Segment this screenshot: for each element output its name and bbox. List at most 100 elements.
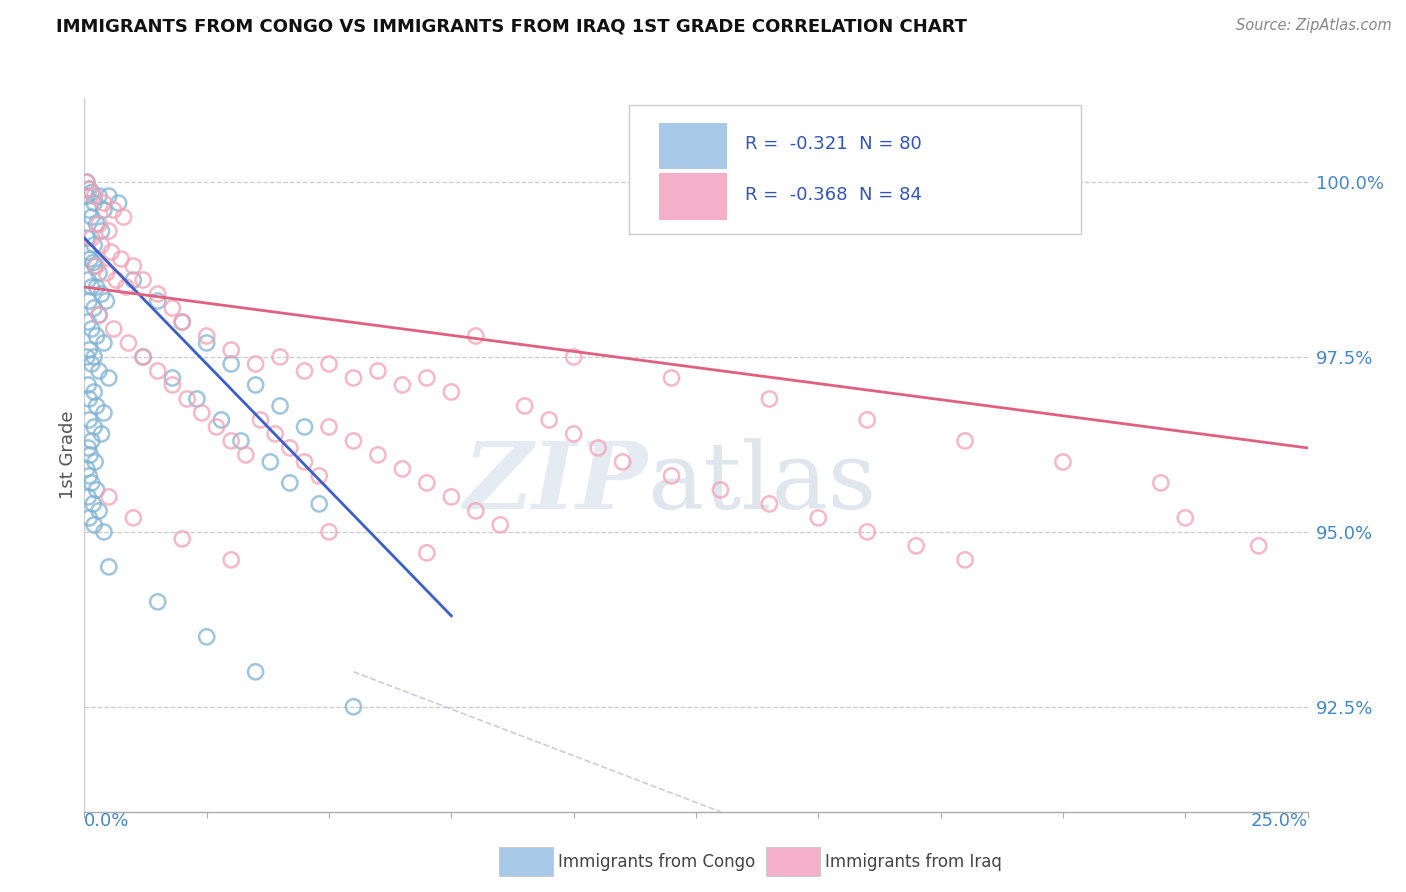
Point	[191, 406, 214, 420]
Point	[132, 350, 155, 364]
Point	[440, 384, 463, 399]
Point	[269, 350, 291, 364]
Text: atlas: atlas	[647, 439, 876, 528]
Point	[87, 217, 110, 231]
FancyBboxPatch shape	[659, 123, 727, 169]
Text: IMMIGRANTS FROM CONGO VS IMMIGRANTS FROM IRAQ 1ST GRADE CORRELATION CHART: IMMIGRANTS FROM CONGO VS IMMIGRANTS FROM…	[56, 18, 967, 36]
Point	[856, 413, 879, 427]
Point	[318, 524, 340, 539]
Point	[219, 343, 242, 357]
Point	[93, 202, 115, 217]
Point	[93, 196, 115, 211]
Point	[122, 511, 145, 525]
Point	[146, 364, 169, 378]
Point	[205, 420, 228, 434]
Point	[146, 287, 169, 301]
Point	[76, 189, 98, 203]
Point	[77, 378, 100, 392]
Point	[146, 293, 169, 308]
Point	[953, 434, 976, 448]
Point	[1150, 475, 1173, 490]
Point	[117, 336, 139, 351]
Point	[709, 483, 731, 497]
Point	[77, 392, 100, 406]
Text: 25.0%: 25.0%	[1250, 812, 1308, 830]
Point	[195, 329, 218, 343]
Point	[612, 455, 634, 469]
Point	[79, 448, 101, 462]
Point	[77, 182, 100, 196]
Point	[219, 553, 242, 567]
Point	[464, 504, 486, 518]
Point	[77, 490, 100, 504]
Point	[513, 399, 536, 413]
Point	[93, 336, 115, 351]
Point	[391, 462, 413, 476]
Point	[758, 392, 780, 406]
Point	[342, 371, 364, 385]
Point	[80, 186, 103, 200]
Point	[90, 426, 112, 441]
Point	[77, 202, 100, 217]
Point	[105, 273, 128, 287]
Point	[77, 413, 100, 427]
Point	[367, 364, 389, 378]
Point	[562, 350, 585, 364]
Point	[77, 245, 100, 260]
Point	[84, 455, 107, 469]
Point	[87, 364, 110, 378]
Point	[84, 259, 107, 273]
Point	[489, 517, 512, 532]
Point	[905, 539, 928, 553]
Point	[100, 245, 122, 260]
Text: R =  -0.368  N = 84: R = -0.368 N = 84	[745, 186, 922, 203]
Point	[87, 504, 110, 518]
Point	[661, 371, 683, 385]
Point	[76, 462, 98, 476]
Point	[1052, 455, 1074, 469]
Point	[308, 469, 330, 483]
Point	[103, 322, 125, 336]
Point	[132, 350, 155, 364]
Point	[77, 293, 100, 308]
Point	[416, 371, 439, 385]
Point	[342, 699, 364, 714]
Point	[162, 371, 184, 385]
Point	[96, 266, 118, 280]
Point	[103, 202, 125, 217]
Point	[308, 497, 330, 511]
Text: 0.0%: 0.0%	[84, 812, 129, 830]
Point	[97, 490, 120, 504]
Point	[245, 665, 267, 679]
Point	[83, 196, 105, 211]
Point	[229, 434, 252, 448]
Point	[93, 524, 115, 539]
Point	[115, 280, 138, 294]
Text: Source: ZipAtlas.com: Source: ZipAtlas.com	[1236, 18, 1392, 33]
Point	[83, 189, 105, 203]
Point	[76, 231, 98, 245]
Point	[172, 315, 194, 329]
Text: Immigrants from Iraq: Immigrants from Iraq	[825, 853, 1002, 871]
Point	[440, 490, 463, 504]
Point	[367, 448, 389, 462]
Point	[172, 315, 194, 329]
Point	[342, 434, 364, 448]
Point	[1247, 539, 1270, 553]
Point	[80, 434, 103, 448]
Point	[264, 426, 287, 441]
Text: Immigrants from Congo: Immigrants from Congo	[558, 853, 755, 871]
Point	[122, 273, 145, 287]
Point	[86, 483, 108, 497]
Point	[97, 371, 120, 385]
Point	[80, 280, 103, 294]
Point	[464, 329, 486, 343]
Point	[318, 357, 340, 371]
Point	[235, 448, 257, 462]
Point	[86, 259, 108, 273]
Point	[82, 255, 104, 269]
Point	[538, 413, 561, 427]
Point	[86, 329, 108, 343]
Point	[294, 364, 316, 378]
Point	[77, 469, 100, 483]
